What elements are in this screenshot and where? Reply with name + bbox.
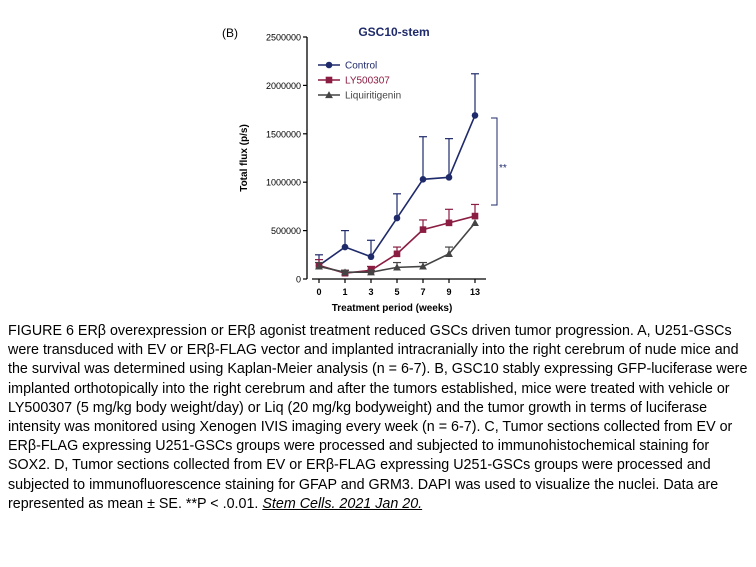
data-point-0-4	[419, 175, 427, 183]
data-point-1-3	[393, 250, 401, 258]
data-point-2-1	[341, 268, 349, 276]
series-liquiritigenin	[315, 218, 479, 276]
figure-caption: FIGURE 6 ERβ overexpression or ERβ agoni…	[8, 322, 748, 514]
x-tick-label-5: 9	[446, 287, 451, 297]
chart-title: GSC10-stem	[358, 25, 429, 39]
series-control	[315, 73, 479, 269]
data-point-2-2	[367, 268, 375, 276]
data-point-0-1	[341, 243, 349, 251]
y-tick-label-1: 500000	[271, 226, 301, 236]
chart: (B) GSC10-stem Total flux (p/s) Treatmen…	[222, 25, 507, 314]
legend-marker-1	[325, 76, 333, 84]
legend-label-1: LY500307	[345, 76, 390, 87]
data-point-1-6	[471, 212, 479, 220]
legend-label-0: Control	[345, 61, 377, 72]
y-tick-label-2: 1000000	[266, 178, 301, 188]
citation-link[interactable]: Stem Cells. 2021 Jan 20.	[262, 495, 423, 512]
data-point-2-6	[471, 218, 479, 226]
significance-annotation: **	[499, 163, 507, 174]
legend-marker-2	[325, 91, 333, 99]
data-point-0-5	[445, 174, 453, 181]
y-axis-label: Total flux (p/s)	[239, 124, 250, 192]
x-tick-label-1: 1	[342, 287, 347, 297]
data-point-2-5	[445, 249, 453, 257]
data-point-2-4	[419, 262, 427, 270]
x-tick-label-3: 5	[394, 287, 399, 297]
legend-entry-1: LY500307	[318, 76, 390, 87]
x-axis-label: Treatment period (weeks)	[332, 303, 453, 314]
x-tick-label-6: 13	[470, 287, 480, 297]
y-tick-label-5: 2500000	[266, 33, 301, 43]
data-point-2-0	[315, 262, 323, 270]
y-tick-label-4: 2000000	[266, 81, 301, 91]
panel-label: (B)	[222, 26, 238, 40]
y-tick-label-0: 0	[296, 275, 301, 285]
data-point-0-2	[367, 253, 375, 261]
legend-label-2: Liquiritigenin	[345, 91, 401, 102]
caption-text: FIGURE 6 ERβ overexpression or ERβ agoni…	[8, 323, 748, 512]
x-tick-label-2: 3	[368, 287, 373, 297]
data-point-0-6	[471, 112, 479, 119]
significance-bracket	[491, 117, 498, 206]
data-point-2-3	[393, 263, 401, 271]
legend-entry-0: Control	[318, 61, 377, 72]
data-point-0-3	[393, 214, 401, 222]
series-line-0	[318, 115, 476, 267]
legend-entry-2: Liquiritigenin	[318, 91, 401, 102]
data-point-1-5	[445, 219, 453, 227]
x-tick-label-0: 0	[316, 287, 321, 297]
x-tick-label-4: 7	[420, 287, 425, 297]
legend-marker-0	[325, 61, 333, 69]
y-tick-label-3: 1500000	[266, 129, 301, 139]
data-point-1-4	[419, 226, 427, 233]
